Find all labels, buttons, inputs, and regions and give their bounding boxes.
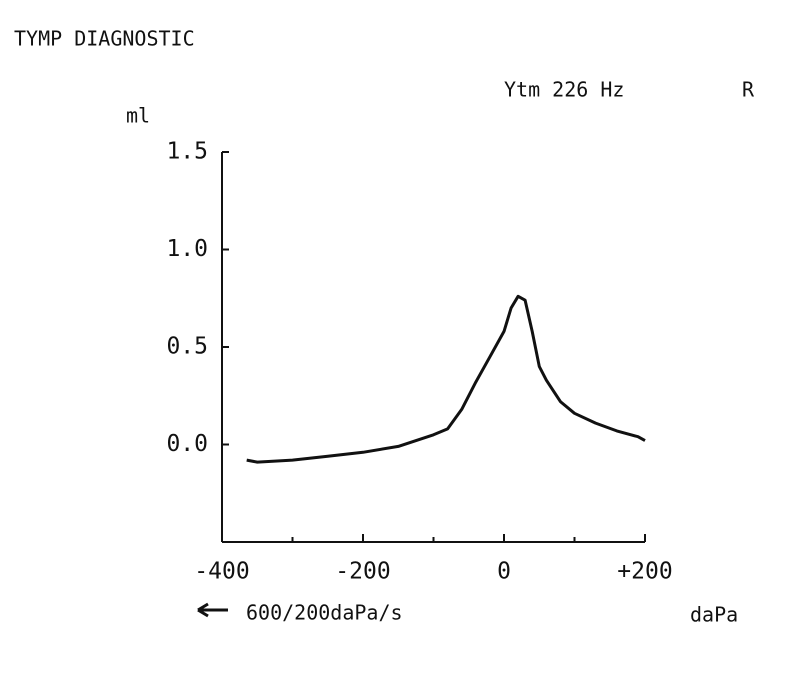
tympanogram-curve [246, 294, 646, 464]
x-tick-label: +200 [617, 559, 672, 585]
y-tick-label: 1.5 [166, 139, 208, 165]
chart-title: TYMP DIAGNOSTIC [14, 27, 195, 51]
x-tick-label: -400 [194, 559, 249, 585]
y-tick-label: 0.5 [166, 334, 208, 360]
ear-label: R [742, 78, 755, 102]
chart-subtitle: Ytm 226 Hz [504, 78, 624, 102]
direction-arrow [197, 602, 228, 618]
x-tick-label: 0 [497, 559, 511, 585]
x-tick-label: -200 [335, 559, 390, 585]
sweep-annotation: 600/200daPa/s [246, 601, 403, 625]
x-axis-label: daPa [690, 603, 738, 627]
y-tick-label: 1.0 [166, 236, 208, 262]
y-axis-label: ml [126, 104, 150, 128]
y-tick-label: 0.0 [166, 431, 208, 457]
